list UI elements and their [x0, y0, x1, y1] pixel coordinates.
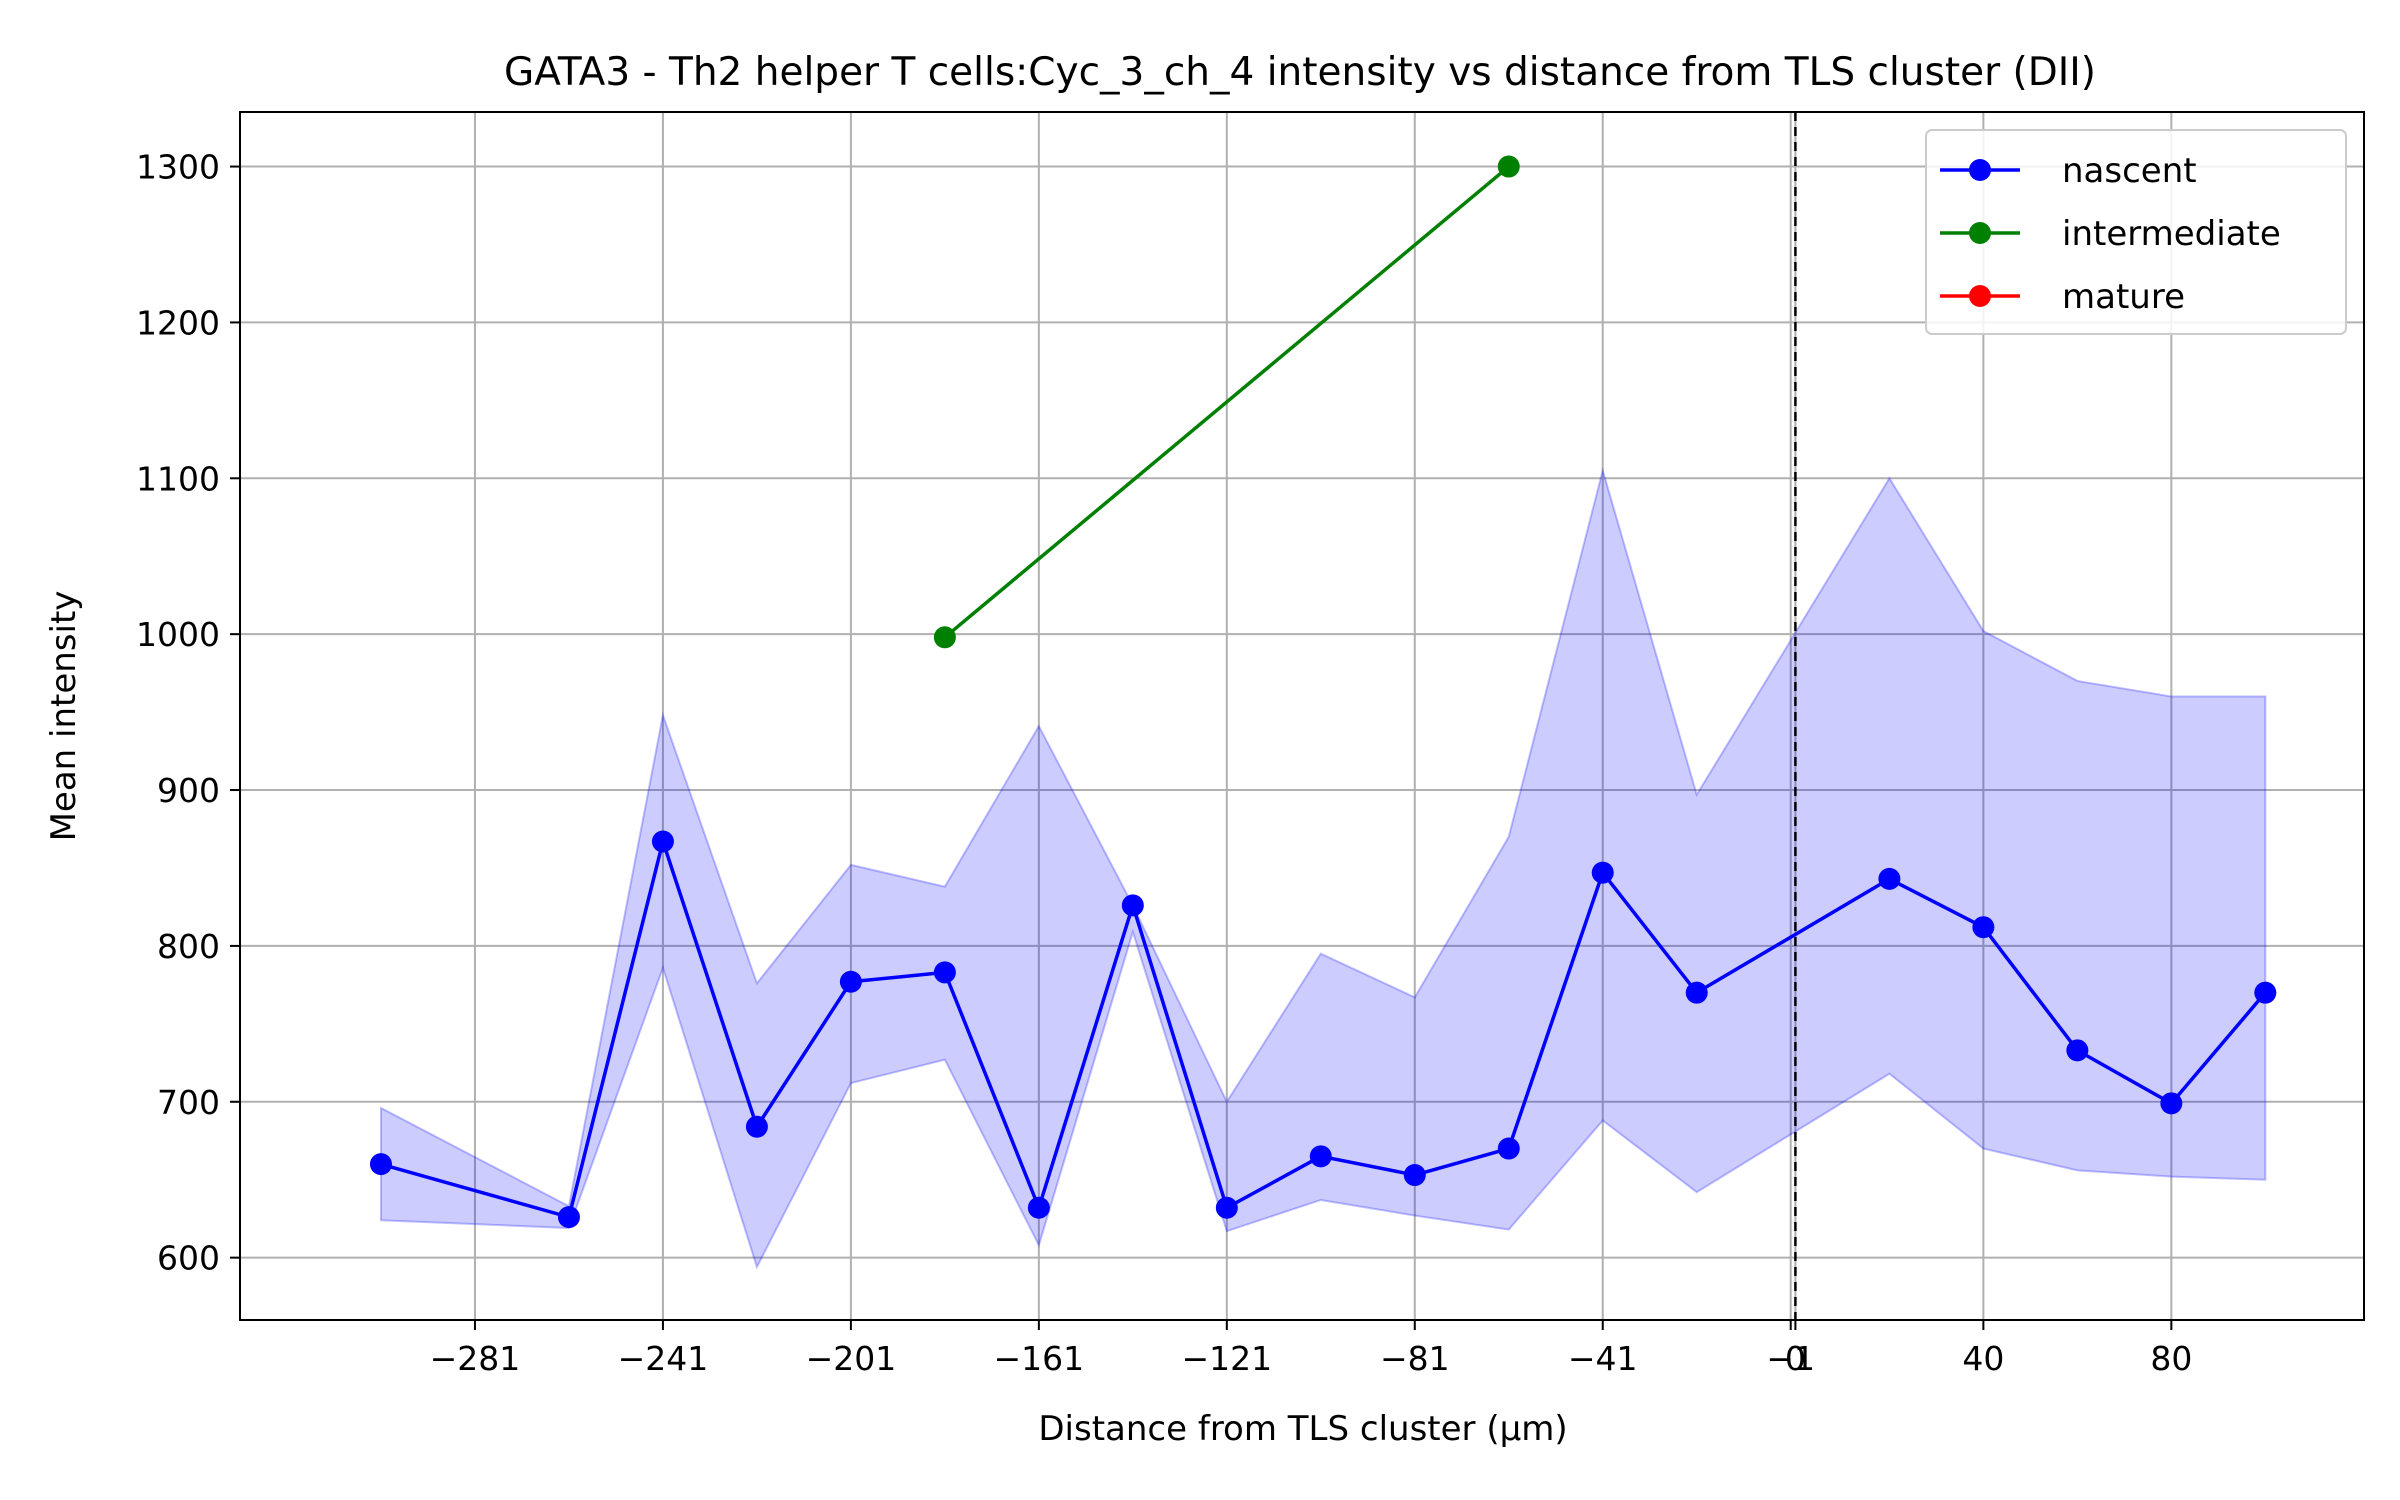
intermediate-line [943, 165, 1510, 639]
x-tick-label: 40 [1962, 1339, 2004, 1378]
x-axis-label: Distance from TLS cluster (μm) [1038, 1409, 1567, 1449]
y-tick-label: 900 [157, 771, 220, 810]
legend-intermediate-marker [1969, 222, 1991, 244]
nascent-point [1121, 894, 1144, 917]
x-tick-label: −161 [994, 1339, 1085, 1378]
nascent-point [1878, 867, 1901, 890]
x-tick-label: −281 [430, 1339, 521, 1378]
nascent-point [933, 961, 956, 984]
nascent-point [1215, 1196, 1238, 1219]
nascent-point [651, 830, 674, 853]
intermediate-point [933, 626, 956, 649]
series-points [369, 155, 2277, 1229]
legend-mature-marker [1969, 285, 1991, 307]
x-tick-label: −241 [618, 1339, 709, 1378]
y-tick-label: 800 [157, 927, 220, 966]
legend-intermediate-label: intermediate [2062, 214, 2281, 254]
nascent-point [369, 1153, 392, 1176]
nascent-point [1591, 861, 1614, 884]
x-tick-label: 80 [2150, 1339, 2192, 1378]
x-tick-label: −41 [1568, 1339, 1638, 1378]
nascent-point [1403, 1164, 1426, 1187]
y-axis-label: Mean intensity [44, 591, 84, 842]
y-tick-label: 1000 [136, 615, 220, 654]
nascent-point [2066, 1039, 2089, 1062]
nascent-point [557, 1206, 580, 1229]
y-tick-label: 1200 [136, 303, 220, 342]
legend-nascent-label: nascent [2062, 151, 2197, 191]
nascent-point [1309, 1145, 1332, 1168]
legend-mature-label: mature [2062, 277, 2185, 317]
y-tick-label: 700 [157, 1083, 220, 1122]
y-tick-label: 600 [157, 1239, 220, 1278]
nascent-point [745, 1115, 768, 1138]
nascent-point [1685, 981, 1708, 1004]
plot-frame [239, 111, 2365, 1321]
nascent-point [2254, 981, 2277, 1004]
intermediate-point [1497, 155, 1520, 178]
x-tick-label: −201 [806, 1339, 897, 1378]
y-tick-label: 1100 [136, 459, 220, 498]
x-tick-label: 0 [1785, 1339, 1806, 1378]
x-axis-ticks: −281 −241 −201 −161 −121 −81 −41 −10 40 80 [430, 1320, 2192, 1378]
y-axis-ticks: 600 700 800 900 1000 1100 1200 1300 [136, 148, 240, 1278]
nascent-point [2160, 1092, 2183, 1115]
chart-title: GATA3 - Th2 helper T cells:Cyc_3_ch_4 in… [504, 50, 2096, 95]
nascent-point [1972, 916, 1995, 939]
x-tick-label: −121 [1181, 1339, 1272, 1378]
nascent-point [839, 970, 862, 993]
x-tick-label: −81 [1380, 1339, 1450, 1378]
legend-box [1925, 129, 2347, 335]
y-tick-label: 1300 [136, 148, 220, 187]
x-tick-label: −1 [1766, 1339, 1815, 1378]
legend-nascent-marker [1969, 159, 1991, 181]
nascent-point [1027, 1196, 1050, 1219]
legend: nascent intermediate mature [1925, 129, 2347, 335]
nascent-point [1497, 1137, 1520, 1160]
